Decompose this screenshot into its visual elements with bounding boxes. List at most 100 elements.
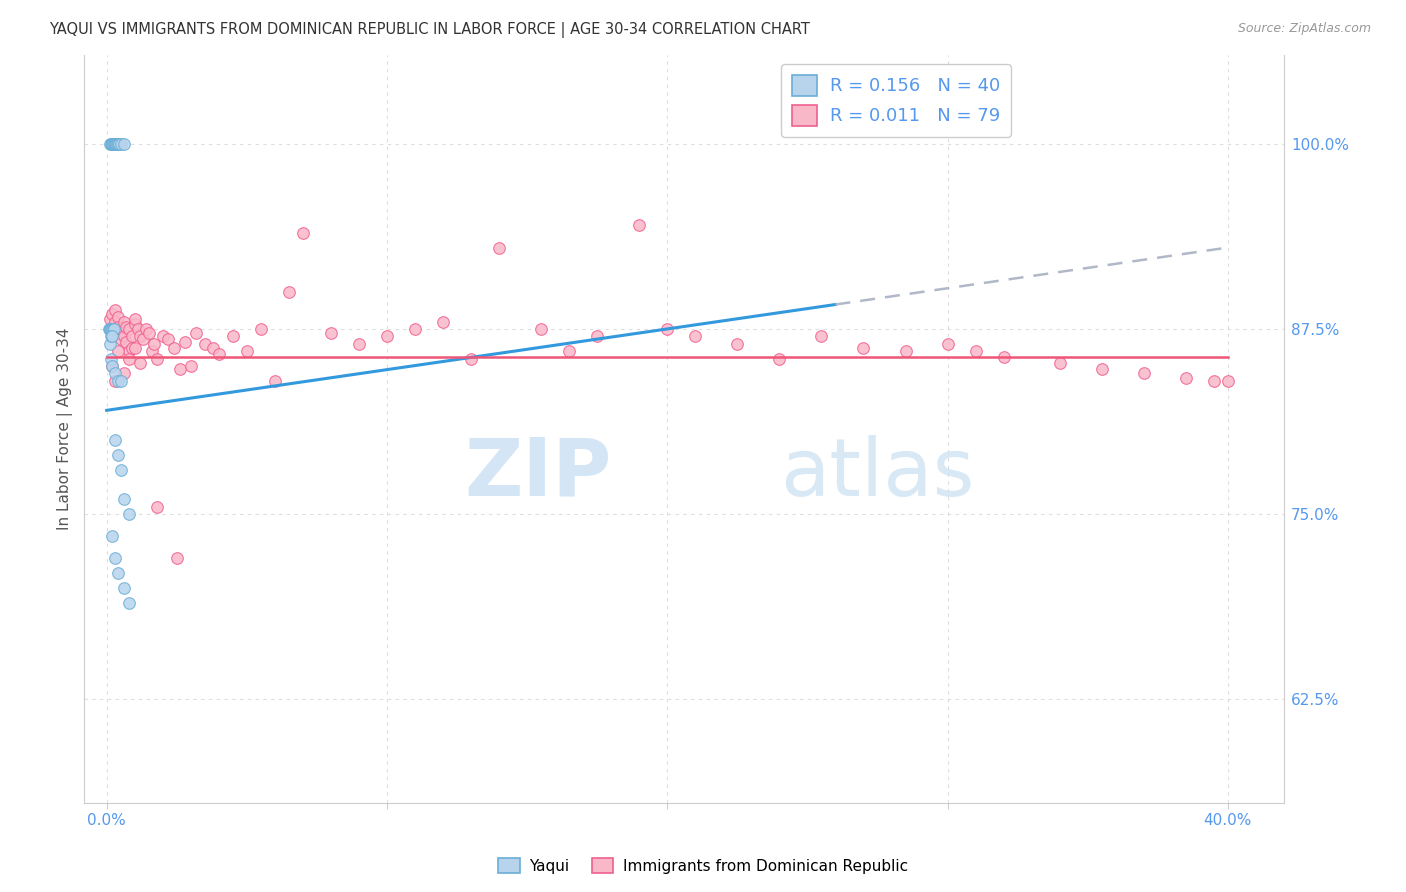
Point xyxy=(460,351,482,366)
Point xyxy=(174,335,197,350)
Point xyxy=(100,329,122,343)
Point xyxy=(107,566,129,581)
Point xyxy=(110,136,132,151)
Point xyxy=(129,329,152,343)
Point xyxy=(112,367,135,381)
Point xyxy=(104,433,127,447)
Point xyxy=(101,359,124,373)
Point xyxy=(222,329,245,343)
Point xyxy=(107,310,129,324)
Text: YAQUI VS IMMIGRANTS FROM DOMINICAN REPUBLIC IN LABOR FORCE | AGE 30-34 CORRELATI: YAQUI VS IMMIGRANTS FROM DOMINICAN REPUB… xyxy=(49,22,810,38)
Point xyxy=(894,344,917,359)
Point xyxy=(236,344,259,359)
Point xyxy=(488,241,510,255)
Point xyxy=(101,359,124,373)
Point xyxy=(657,322,679,336)
Point xyxy=(121,341,143,355)
Point xyxy=(107,136,129,151)
Point xyxy=(208,347,231,361)
Point xyxy=(129,356,152,370)
Point xyxy=(810,329,832,343)
Point xyxy=(98,322,121,336)
Point xyxy=(1216,374,1239,388)
Point xyxy=(101,307,124,321)
Point xyxy=(107,320,129,334)
Point xyxy=(103,322,125,336)
Point xyxy=(98,322,121,336)
Point xyxy=(101,322,124,336)
Legend: Yaqui, Immigrants from Dominican Republic: Yaqui, Immigrants from Dominican Republi… xyxy=(492,852,914,880)
Point xyxy=(146,500,169,514)
Point xyxy=(124,341,146,355)
Text: ZIP: ZIP xyxy=(465,434,612,513)
Point xyxy=(124,311,146,326)
Point xyxy=(118,596,141,610)
Point xyxy=(101,136,124,151)
Point xyxy=(152,329,174,343)
Point xyxy=(101,529,124,543)
Point xyxy=(186,326,208,341)
Point xyxy=(1202,374,1225,388)
Point xyxy=(110,462,132,476)
Point xyxy=(110,332,132,346)
Point xyxy=(1091,362,1114,376)
Point xyxy=(104,551,127,566)
Point xyxy=(132,332,155,346)
Point xyxy=(965,344,987,359)
Text: Source: ZipAtlas.com: Source: ZipAtlas.com xyxy=(1237,22,1371,36)
Point xyxy=(127,322,149,336)
Legend: R = 0.156   N = 40, R = 0.011   N = 79: R = 0.156 N = 40, R = 0.011 N = 79 xyxy=(782,64,1011,136)
Point xyxy=(725,336,748,351)
Point xyxy=(347,336,370,351)
Point xyxy=(110,326,132,341)
Point xyxy=(101,329,124,343)
Point xyxy=(104,302,127,317)
Point xyxy=(146,351,169,366)
Point xyxy=(291,226,314,240)
Point xyxy=(112,314,135,328)
Point xyxy=(100,322,122,336)
Point xyxy=(628,219,651,233)
Point xyxy=(107,448,129,462)
Point xyxy=(97,322,120,336)
Point xyxy=(118,351,141,366)
Point xyxy=(143,336,166,351)
Point xyxy=(194,336,217,351)
Point xyxy=(103,136,125,151)
Point xyxy=(115,320,138,334)
Point xyxy=(104,314,127,328)
Point xyxy=(768,351,790,366)
Point xyxy=(103,136,125,151)
Point xyxy=(98,136,121,151)
Point xyxy=(118,322,141,336)
Point xyxy=(558,344,581,359)
Point xyxy=(112,136,135,151)
Point xyxy=(202,341,225,355)
Point xyxy=(1049,356,1071,370)
Point xyxy=(104,136,127,151)
Point xyxy=(319,326,342,341)
Point xyxy=(685,329,707,343)
Point xyxy=(121,329,143,343)
Point xyxy=(105,136,128,151)
Point xyxy=(118,507,141,521)
Point xyxy=(141,344,163,359)
Point xyxy=(166,551,188,566)
Point xyxy=(98,311,121,326)
Point xyxy=(104,136,127,151)
Point xyxy=(530,322,553,336)
Point xyxy=(101,322,124,336)
Point xyxy=(118,344,141,359)
Point xyxy=(100,351,122,366)
Point xyxy=(115,335,138,350)
Point xyxy=(993,350,1015,364)
Point xyxy=(169,362,191,376)
Point xyxy=(375,329,398,343)
Point xyxy=(180,359,202,373)
Point xyxy=(101,136,124,151)
Point xyxy=(138,326,160,341)
Point xyxy=(264,374,287,388)
Point xyxy=(104,367,127,381)
Point xyxy=(163,341,186,355)
Point xyxy=(98,336,121,351)
